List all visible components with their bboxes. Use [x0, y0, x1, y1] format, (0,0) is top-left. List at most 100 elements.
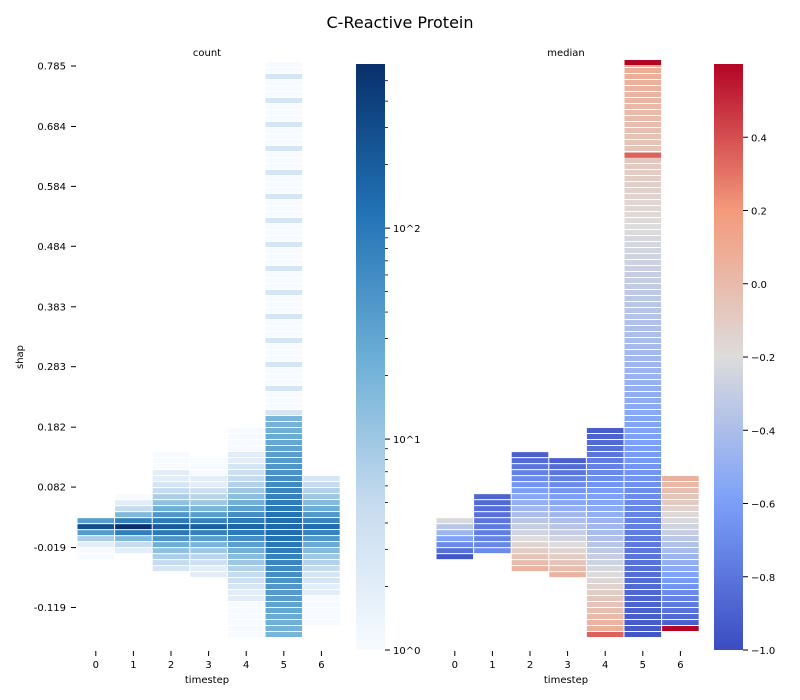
median-extreme-cell: [624, 60, 662, 65]
median-cell: [586, 530, 624, 536]
y-tick-label: -0.019: [34, 543, 66, 554]
count-cell: [265, 476, 303, 482]
median-cell: [586, 542, 624, 548]
median-cell: [624, 248, 662, 254]
count-cell: [265, 344, 303, 350]
median-cell: [662, 476, 699, 482]
median-cell: [662, 488, 699, 494]
count-cell: [265, 404, 303, 410]
count-cell: [265, 482, 303, 488]
count-panel-title: count: [193, 48, 221, 59]
count-cell: [265, 422, 303, 428]
count-cell: [265, 578, 303, 584]
median-cell: [624, 488, 662, 494]
count-cell: [265, 500, 303, 506]
median-cell: [624, 308, 662, 314]
count-colorbar: [356, 64, 385, 650]
y-tick-label: 0.182: [37, 423, 66, 434]
median-cell: [511, 524, 549, 530]
median-cell: [662, 542, 699, 548]
colorbar-tick-label: 10^0: [393, 646, 420, 657]
count-cell: [265, 290, 303, 296]
median-cell: [511, 458, 549, 464]
median-cell: [586, 500, 624, 506]
median-cell: [662, 500, 699, 506]
median-cell: [624, 446, 662, 452]
y-tick-label: 0.584: [37, 182, 66, 193]
count-cell: [303, 578, 340, 584]
median-cell: [624, 530, 662, 536]
count-cell: [190, 506, 227, 512]
count-cell: [190, 464, 227, 470]
median-cell: [624, 572, 662, 578]
median-cell: [586, 440, 624, 446]
median-cell: [474, 524, 511, 530]
count-cell: [265, 518, 303, 524]
median-cell: [474, 506, 511, 512]
median-cell: [586, 524, 624, 530]
median-cell: [624, 140, 662, 146]
median-cell: [624, 584, 662, 590]
median-cell: [662, 518, 699, 524]
median-cell: [624, 122, 662, 128]
median-cell: [662, 536, 699, 542]
median-cell: [586, 476, 624, 482]
count-cell: [265, 260, 303, 266]
median-cell: [624, 626, 662, 632]
median-cell: [662, 590, 699, 596]
median-cell: [511, 548, 549, 554]
median-cell: [549, 494, 586, 500]
count-cell: [115, 548, 152, 554]
median-cell: [624, 206, 662, 212]
count-cell: [265, 614, 303, 620]
x-tick-label: 5: [640, 660, 646, 671]
count-cell: [265, 176, 303, 182]
median-cell: [549, 488, 586, 494]
count-cell: [303, 602, 340, 608]
count-cell: [265, 452, 303, 458]
y-axis-label: shap: [15, 345, 26, 369]
median-cell: [436, 536, 474, 542]
median-cell: [624, 284, 662, 290]
count-cell: [152, 470, 190, 476]
median-cell: [624, 422, 662, 428]
median-cell: [436, 530, 474, 536]
median-cell: [436, 518, 474, 524]
median-cell: [662, 554, 699, 560]
count-cell: [227, 602, 265, 608]
count-cell: [227, 518, 265, 524]
count-cell: [265, 626, 303, 632]
median-cell: [624, 512, 662, 518]
count-cell: [265, 326, 303, 332]
median-cell: [624, 326, 662, 332]
count-cell: [190, 470, 227, 476]
count-cell: [227, 470, 265, 476]
count-cell: [303, 530, 340, 536]
count-cell: [227, 572, 265, 578]
median-cell: [662, 614, 699, 620]
median-cell: [624, 350, 662, 356]
median-cell: [511, 566, 549, 572]
count-cell: [152, 494, 190, 500]
count-cell: [190, 458, 227, 464]
median-cell: [624, 368, 662, 374]
count-cell: [265, 284, 303, 290]
count-cell: [152, 566, 190, 572]
median-cell: [624, 194, 662, 200]
y-tick-label: 0.283: [37, 362, 66, 373]
count-cell: [227, 464, 265, 470]
median-cell: [624, 128, 662, 134]
median-cell: [624, 218, 662, 224]
count-cell: [152, 464, 190, 470]
count-cell: [227, 536, 265, 542]
count-cell: [152, 476, 190, 482]
count-cell: [303, 566, 340, 572]
median-cell: [549, 524, 586, 530]
median-cell: [474, 548, 511, 554]
median-cell: [586, 470, 624, 476]
median-cell: [549, 572, 586, 578]
median-cell: [662, 578, 699, 584]
median-cell: [586, 566, 624, 572]
median-cell: [624, 470, 662, 476]
count-cell: [190, 524, 227, 530]
